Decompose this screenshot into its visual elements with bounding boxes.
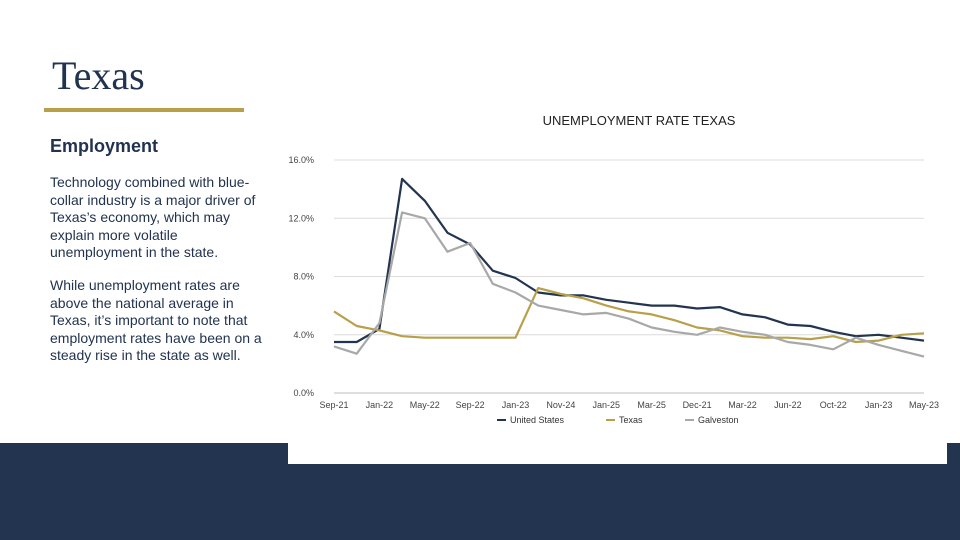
- x-tick-label: Dec-21: [683, 400, 712, 410]
- x-tick-label: Oct-22: [820, 400, 847, 410]
- x-tick-label: Mar-25: [637, 400, 666, 410]
- body-paragraph-1: Technology combined with blue-collar ind…: [50, 174, 256, 260]
- x-tick-label: Jan-23: [502, 400, 530, 410]
- y-tick-label: 0.0%: [293, 388, 314, 398]
- title-underline: [44, 108, 244, 112]
- legend-label: Galveston: [698, 415, 739, 425]
- section-heading: Employment: [50, 136, 159, 156]
- x-tick-label: Sep-22: [456, 400, 485, 410]
- unemployment-chart: UNEMPLOYMENT RATE TEXAS 0.0% 4.0% 8.0% 12.0%…: [288, 113, 939, 425]
- chart-card: UNEMPLOYMENT RATE TEXAS 0.0% 4.0% 8.0% 12.0%…: [288, 100, 947, 464]
- y-tick-label: 12.0%: [288, 213, 314, 223]
- legend-label: United States: [510, 415, 565, 425]
- x-tick-label: Jan-23: [865, 400, 893, 410]
- x-tick-label: May-22: [410, 400, 440, 410]
- series-line-galveston: [333, 211, 925, 358]
- y-tick-label: 8.0%: [293, 272, 314, 282]
- y-tick-label: 4.0%: [293, 330, 314, 340]
- x-tick-label: May-23: [909, 400, 939, 410]
- page-title: Texas: [52, 53, 145, 98]
- series-line-texas: [333, 287, 925, 344]
- x-tick-label: Nov-24: [546, 400, 575, 410]
- chart-title: UNEMPLOYMENT RATE TEXAS: [543, 113, 736, 128]
- x-tick-label: Mar-22: [728, 400, 757, 410]
- x-tick-label: Jan-22: [366, 400, 394, 410]
- x-tick-label: Sep-21: [319, 400, 348, 410]
- legend-label: Texas: [619, 415, 643, 425]
- x-tick-label: Jun-22: [774, 400, 802, 410]
- series-line-united-states: [334, 177, 925, 344]
- y-tick-label: 16.0%: [288, 155, 314, 165]
- x-tick-label: Jan-25: [593, 400, 621, 410]
- body-paragraph-2: While unemployment rates are above the n…: [50, 277, 262, 363]
